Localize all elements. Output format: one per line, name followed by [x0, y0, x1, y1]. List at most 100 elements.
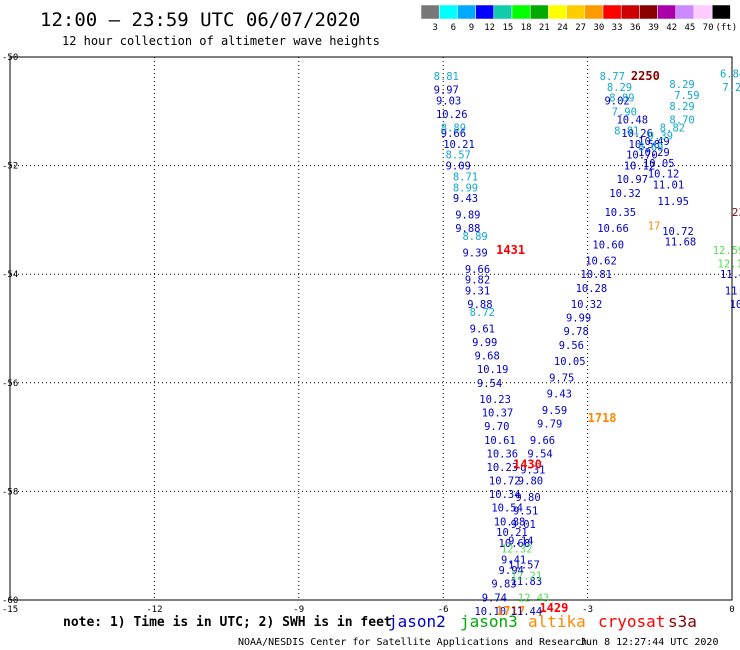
wave-height-point: 12.43	[518, 592, 550, 604]
wave-height-point: 10.61	[484, 435, 516, 447]
legend-swatch	[457, 4, 476, 20]
chart-subtitle: 12 hour collection of altimeter wave hei…	[62, 34, 380, 48]
wave-height-point: 8.72	[470, 307, 495, 319]
wave-height-point: 9.43	[453, 193, 478, 205]
x-tick-label: -15	[2, 605, 18, 615]
legend-swatch	[548, 4, 567, 20]
wave-height-point: 10.37	[482, 408, 514, 420]
wave-height-point: 9.14	[508, 535, 533, 547]
y-tick-label: -60	[2, 596, 18, 606]
wave-height-point: 10.62	[585, 256, 617, 268]
wave-height-point: 10.05	[643, 158, 675, 170]
time-mark: 1431	[496, 243, 525, 257]
wave-height-point: 10.32	[609, 188, 641, 200]
wave-height-point: 11.4	[720, 269, 740, 281]
wave-height-point: 9.82	[465, 275, 490, 287]
wave-height-point: 10.58	[629, 139, 661, 151]
wave-height-point: 9.66	[465, 264, 490, 276]
color-legend: 3 6 9 12 15 18 21 24 27 30 33 36 39 42 45 70 (ft)	[420, 4, 737, 33]
wave-height-point: 9.41	[501, 554, 526, 566]
wave-height-point: 9.70	[484, 421, 509, 433]
wave-height-point: 9.68	[474, 351, 499, 363]
legend-swatch	[438, 4, 458, 20]
wave-height-point: 8.29	[607, 82, 632, 94]
x-tick-label: 0	[729, 605, 734, 615]
satellite-label-jason3: jason3	[460, 612, 518, 631]
wave-height-point: 10.49	[638, 136, 670, 148]
wave-height-point: 7.59	[674, 90, 699, 102]
axis-ticks: -50 -52 -54 -56 -58 -60-15 -12 -9 -6 -3 0	[2, 53, 735, 615]
wave-height-point: 9.09	[446, 161, 471, 173]
wave-height-point: 10.05	[554, 356, 586, 368]
wave-height-point: 10.72	[662, 226, 694, 238]
wave-height-point: 8.81	[434, 71, 459, 83]
satellite-label-cryosat: cryosat	[598, 612, 665, 631]
legend-label: 15	[502, 23, 513, 33]
wave-height-point: 8.29	[669, 101, 694, 113]
legend-swatch	[566, 4, 586, 20]
wave-height-point: 9.97	[434, 85, 459, 97]
wave-height-point: 9.59	[542, 405, 567, 417]
y-tick-label: -58	[2, 487, 18, 497]
wave-height-point: 10.68	[499, 538, 531, 550]
wave-height-point: 12.21	[511, 571, 543, 583]
legend-label: 45	[684, 23, 695, 33]
wave-height-point: 7.90	[612, 106, 637, 118]
legend-swatch	[584, 4, 604, 20]
wave-height-point: 9.51	[513, 505, 538, 517]
wave-height-point: 8.99	[453, 182, 478, 194]
time-mark: 2250	[631, 69, 660, 83]
x-tick-label: -6	[438, 605, 449, 615]
wave-height-point: 10.29	[638, 147, 670, 159]
footnote: note: 1) Time is in UTC; 2) SWH is in fe…	[63, 615, 392, 630]
wave-height-point: 9.78	[564, 326, 589, 338]
satellite-label-s3a: s3a	[668, 612, 697, 631]
wave-height-point: 9.54	[477, 378, 502, 390]
wave-height-point: 10.54	[491, 503, 523, 515]
wave-height-point: 10.23	[487, 462, 519, 474]
y-tick-label: -52	[2, 162, 18, 172]
wave-height-point: 8.69	[638, 142, 663, 154]
wave-height-point: 9.80	[515, 492, 540, 504]
satellite-label-jason2: jason2	[388, 612, 446, 631]
legend-label: 39	[648, 23, 659, 33]
wave-height-point: 9.74	[482, 592, 507, 604]
legend-label: 3	[432, 23, 437, 33]
wave-height-point: 8.71	[453, 171, 478, 183]
wave-height-point: 10.81	[580, 269, 612, 281]
wave-height-point: 10.12	[624, 161, 656, 173]
time-mark: 1717	[496, 604, 525, 618]
legend-label: 42	[666, 23, 677, 33]
wave-height-point: 10	[730, 299, 740, 311]
legend-swatch	[529, 4, 549, 20]
plot-grid	[10, 57, 732, 600]
wave-height-point: 11.83	[511, 576, 543, 588]
wave-height-point: 8.89	[462, 231, 487, 243]
legend-swatch	[639, 4, 658, 20]
wave-height-point: 10.72	[489, 476, 521, 488]
legend-label: 36	[630, 23, 641, 33]
wave-height-point: 23	[732, 207, 740, 219]
wave-height-point: 9.99	[566, 313, 591, 325]
legend-label: 70	[703, 23, 714, 33]
wave-height-point: 10.10	[474, 606, 506, 618]
y-tick-label: -56	[2, 379, 18, 389]
plot-frame	[9, 56, 733, 601]
chart-title: 12:00 – 23:59 UTC 06/07/2020	[40, 9, 360, 31]
wave-height-point: 10.88	[494, 516, 526, 528]
wave-height-point: 6.84	[720, 68, 740, 80]
wave-height-point: 9.43	[547, 389, 572, 401]
wave-height-point: 8.89	[609, 93, 634, 105]
wave-height-point: 10.97	[616, 174, 648, 186]
legend-label: 12	[484, 23, 495, 33]
wave-height-point: 9.66	[530, 435, 555, 447]
legend-label: 24	[557, 23, 568, 33]
wave-height-point: 9.88	[467, 299, 492, 311]
x-tick-label: -3	[582, 605, 593, 615]
legend-label: 30	[593, 23, 604, 33]
wave-height-point: 11.57	[508, 560, 540, 572]
plot-border	[9, 56, 733, 601]
wave-height-point: 10.66	[597, 223, 629, 235]
wave-height-point: 9.01	[511, 519, 536, 531]
